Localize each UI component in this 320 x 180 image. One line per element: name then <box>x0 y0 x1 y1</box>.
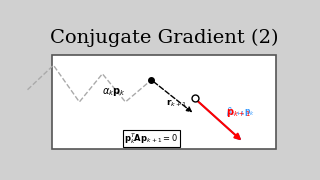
Text: $\mathbf{p}_{k+1}$: $\mathbf{p}_{k+1}$ <box>226 107 251 119</box>
FancyBboxPatch shape <box>52 55 276 149</box>
Text: $\alpha_k \mathbf{p}_k$: $\alpha_k \mathbf{p}_k$ <box>102 86 126 98</box>
Text: $\beta_{k+1}\mathbf{p}_k$: $\beta_{k+1}\mathbf{p}_k$ <box>226 105 255 118</box>
Text: $\mathbf{p}_k^T \mathbf{A} \mathbf{p}_{k+1} = 0$: $\mathbf{p}_k^T \mathbf{A} \mathbf{p}_{k… <box>124 131 178 146</box>
Text: $\mathbf{r}_{k+1}$: $\mathbf{r}_{k+1}$ <box>166 97 187 109</box>
Text: Conjugate Gradient (2): Conjugate Gradient (2) <box>50 29 278 47</box>
